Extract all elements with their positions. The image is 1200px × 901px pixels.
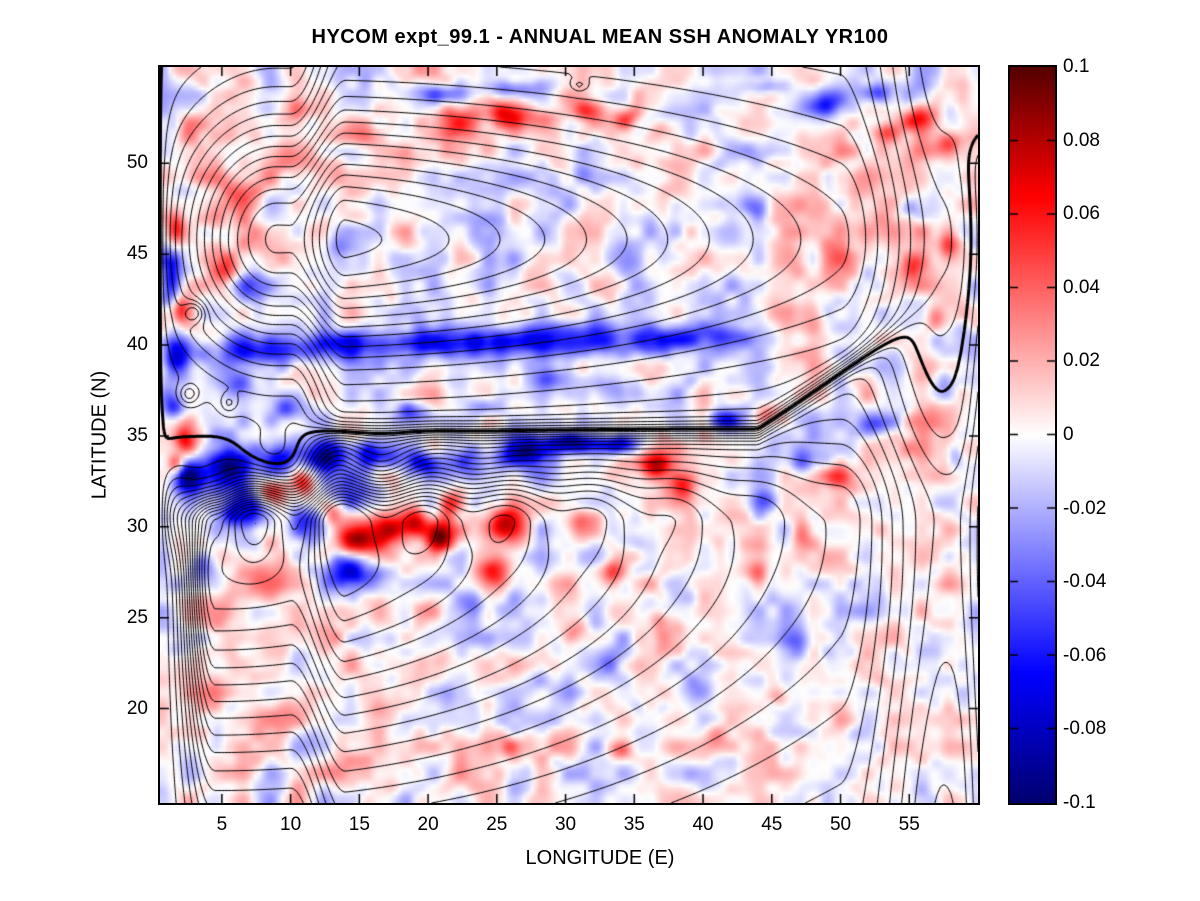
y-tick-label: 45 <box>126 243 148 265</box>
colorbar-tick-label: 0.02 <box>1063 350 1100 372</box>
x-tick-label: 5 <box>216 814 228 835</box>
colorbar-tick-label: -0.04 <box>1063 571 1107 593</box>
y-tick-label: 40 <box>126 334 148 356</box>
colorbar-tick-label: -0.1 <box>1063 792 1096 813</box>
x-tick-label: 40 <box>692 814 714 835</box>
x-tick-label: 50 <box>829 814 852 835</box>
x-tick-label: 25 <box>486 814 508 835</box>
colorbar-tick-label: 0.08 <box>1063 129 1100 151</box>
x-axis-label: LONGITUDE (E) <box>525 847 675 869</box>
y-tick-label: 20 <box>126 697 148 719</box>
y-tick-label: 25 <box>126 606 148 628</box>
x-tick-label: 35 <box>623 814 645 835</box>
y-tick-label: 50 <box>126 152 148 174</box>
colorbar-tick-label: -0.06 <box>1063 644 1107 666</box>
x-tick-label: 15 <box>348 814 370 835</box>
y-tick-label: 35 <box>126 424 148 446</box>
chart-title: HYCOM expt_99.1 - ANNUAL MEAN SSH ANOMAL… <box>311 26 889 48</box>
colorbar-tick-label: -0.08 <box>1063 718 1107 740</box>
plot-area <box>158 65 980 805</box>
colorbar-tick-label: -0.02 <box>1063 497 1107 519</box>
colorbar-tick-label: 0.04 <box>1063 276 1100 298</box>
colorbar-tick-label: 0.06 <box>1063 203 1100 225</box>
ssh-field-canvas <box>160 67 978 803</box>
y-tick-label: 30 <box>126 515 148 537</box>
colorbar-tick-label: 0 <box>1063 424 1074 445</box>
x-tick-label: 55 <box>898 814 920 835</box>
x-tick-label: 20 <box>417 814 439 835</box>
x-tick-label: 45 <box>761 814 783 835</box>
x-tick-label: 10 <box>280 814 302 835</box>
colorbar <box>1008 65 1057 805</box>
colorbar-canvas <box>1010 67 1055 803</box>
x-tick-label: 30 <box>554 814 577 835</box>
colorbar-tick-label: 0.1 <box>1063 56 1090 77</box>
